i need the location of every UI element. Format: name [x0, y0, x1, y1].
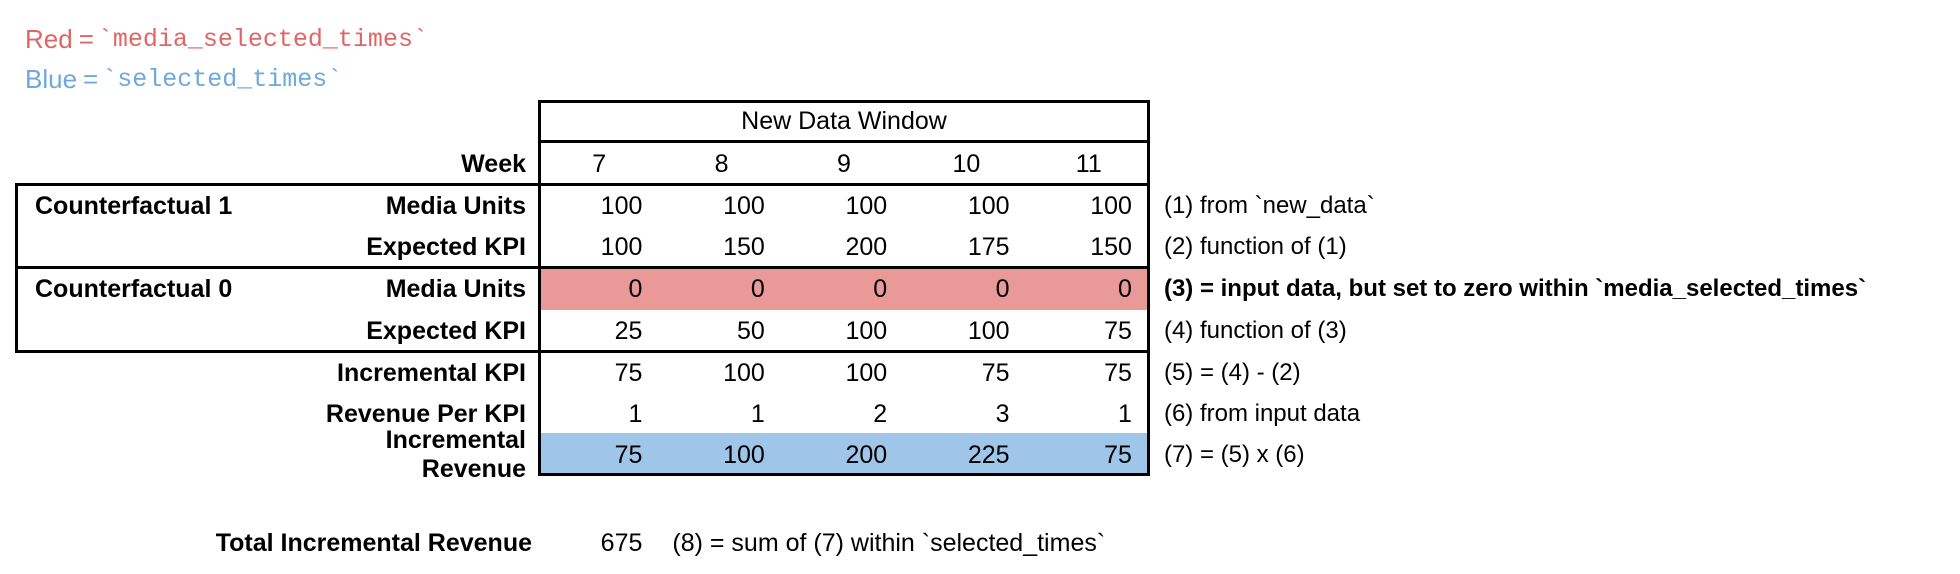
value-cell: 200 [845, 440, 888, 469]
table-row-incremental-revenue: Incremental Revenue 75 100 200 225 75 (7… [15, 426, 1960, 483]
week-10-cell: 10 [952, 149, 981, 178]
week-7-cell: 7 [592, 149, 607, 178]
row-annotation: (4) function of (3) [1163, 317, 1347, 344]
legend-blue-eq: = [83, 63, 99, 94]
value-cell: 2 [873, 399, 888, 428]
counterfactual1-top-border [15, 183, 1150, 186]
total-incremental-revenue-label: Total Incremental Revenue [215, 528, 532, 557]
value-cell: 100 [723, 440, 765, 469]
table-row-cf0-expected-kpi: Expected KPI 25 50 100 100 75 (4) functi… [15, 310, 1960, 352]
value-cell: 50 [736, 316, 765, 345]
total-row: Total Incremental Revenue 675 (8) = sum … [15, 522, 1105, 564]
blue-highlight-selected-times [541, 433, 1147, 473]
data-area-border [538, 100, 1150, 476]
value-cell: 225 [967, 440, 1010, 469]
value-cell: 0 [995, 274, 1010, 303]
label-box-left-border [15, 183, 18, 353]
row-label: Media Units [385, 191, 526, 220]
value-cell: 75 [981, 358, 1010, 387]
value-cell: 100 [845, 191, 888, 220]
row-label: Incremental KPI [337, 358, 526, 387]
value-cell: 150 [723, 232, 765, 261]
value-cell: 3 [995, 399, 1010, 428]
legend-red-line: Red = `media_selected_times` [25, 18, 428, 60]
table-row-cf0-media-units: Counterfactual 0 Media Units 0 0 0 0 0 (… [15, 268, 1960, 310]
value-cell: 75 [1104, 440, 1132, 469]
value-cell: 75 [614, 358, 643, 387]
row-annotation: (5) = (4) - (2) [1163, 359, 1301, 386]
week-header-row: Week 7 8 9 10 11 [15, 143, 1960, 185]
value-cell: 100 [600, 191, 643, 220]
value-cell: 25 [614, 316, 643, 345]
value-cell: 175 [967, 232, 1010, 261]
value-cell: 100 [1090, 191, 1132, 220]
week-8-cell: 8 [714, 149, 729, 178]
value-cell: 200 [845, 232, 888, 261]
value-cell: 100 [723, 191, 765, 220]
legend-red-eq: = [78, 23, 94, 54]
value-cell: 75 [1104, 316, 1132, 345]
value-cell: 75 [614, 440, 643, 469]
value-cell: 0 [873, 274, 888, 303]
value-cell: 100 [600, 232, 643, 261]
red-highlight-media-selected-times [541, 269, 1147, 310]
table-row-revenue-per-kpi: Revenue Per KPI 1 1 2 3 1 (6) from input… [15, 393, 1960, 435]
table-row-cf1-expected-kpi: Expected KPI 100 150 200 175 150 (2) fun… [15, 226, 1960, 268]
legend-blue-line: Blue = `selected_times` [25, 58, 342, 100]
row-annotation: (7) = (5) x (6) [1163, 441, 1305, 468]
row-label: Expected KPI [366, 232, 526, 261]
group-label: Counterfactual 0 [35, 274, 233, 303]
legend-red-code: `media_selected_times` [97, 24, 428, 54]
row-label: Media Units [385, 274, 526, 303]
row-label: Incremental Revenue [385, 426, 526, 483]
legend-red-label: Red [25, 23, 73, 54]
value-cell: 0 [750, 274, 765, 303]
row-annotation: (6) from input data [1163, 400, 1361, 427]
week-label: Week [461, 149, 526, 178]
row-annotation: (1) from `new_data` [1163, 192, 1375, 219]
value-cell: 100 [967, 316, 1010, 345]
legend-blue-code: `selected_times` [102, 64, 343, 94]
value-cell: 150 [1090, 232, 1132, 261]
value-cell: 0 [1118, 274, 1132, 303]
value-cell: 100 [845, 316, 888, 345]
value-cell: 1 [750, 399, 765, 428]
total-annotation: (8) = sum of (7) within `selected_times` [672, 528, 1106, 557]
total-incremental-revenue-value: 675 [600, 528, 643, 557]
value-cell: 0 [628, 274, 643, 303]
value-cell: 1 [1118, 399, 1132, 428]
counterfactual0-bottom-border [15, 350, 1150, 353]
counterfactual-divider-border [15, 266, 1150, 269]
value-cell: 1 [628, 399, 643, 428]
table-row-cf1-media-units: Counterfactual 1 Media Units 100 100 100… [15, 185, 1960, 227]
week-9-cell: 9 [837, 149, 851, 178]
value-cell: 100 [967, 191, 1010, 220]
new-data-window-header: New Data Window [741, 107, 947, 135]
value-cell: 100 [723, 358, 765, 387]
legend-blue-label: Blue [25, 63, 78, 94]
row-annotation: (3) = input data, but set to zero within… [1163, 275, 1867, 302]
row-label: Revenue Per KPI [325, 399, 526, 428]
value-cell: 100 [845, 358, 888, 387]
value-cell: 75 [1104, 358, 1132, 387]
table-row-incremental-kpi: Incremental KPI 75 100 100 75 75 (5) = (… [15, 352, 1960, 394]
row-label: Expected KPI [366, 316, 526, 345]
week-11-cell: 11 [1075, 149, 1102, 178]
row-annotation: (2) function of (1) [1163, 233, 1347, 260]
group-label: Counterfactual 1 [35, 191, 233, 220]
